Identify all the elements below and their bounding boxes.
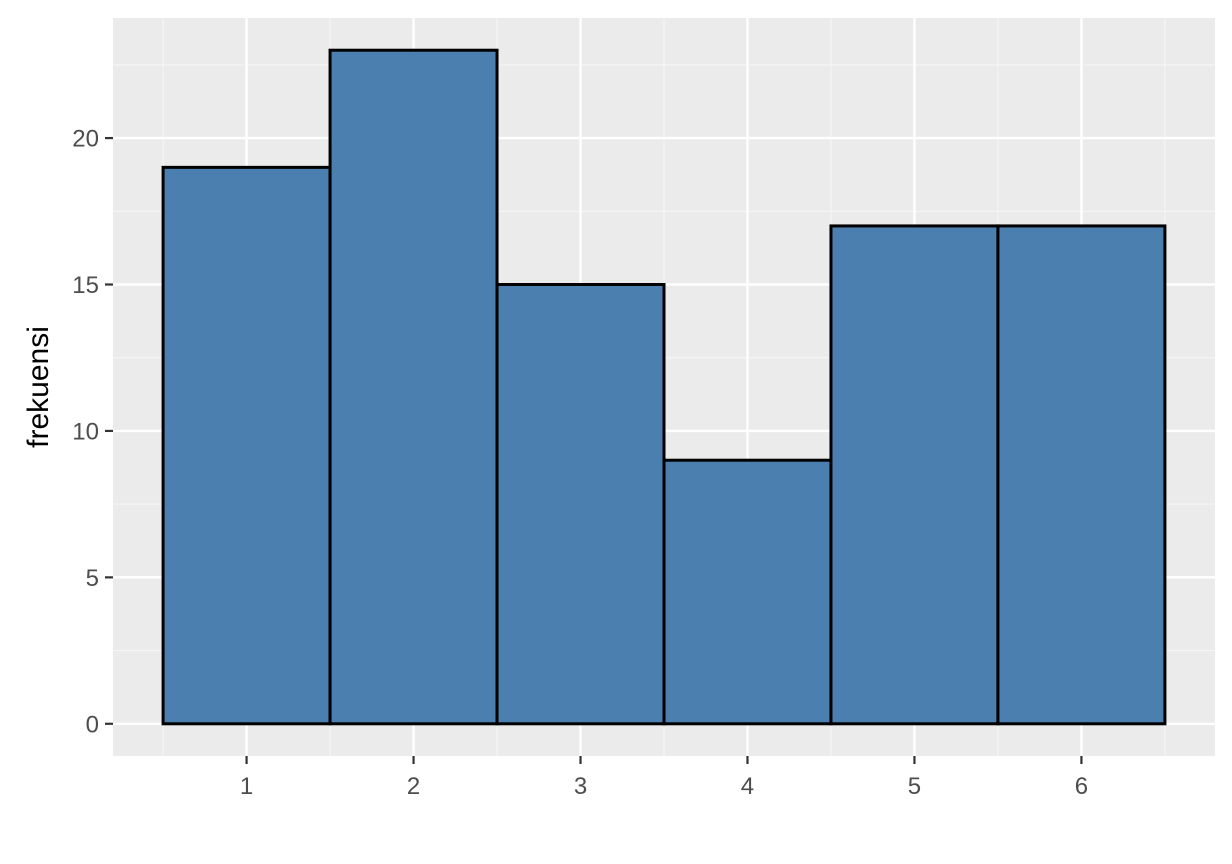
y-tick-label: 20 [72,126,99,153]
bar-6 [996,224,1167,726]
x-tick-label: 1 [240,773,253,800]
x-tick-label: 4 [741,773,754,800]
bars [161,48,1167,726]
bar-1 [161,165,332,726]
x-tick-label: 3 [574,773,587,800]
x-axis: 1 2 3 4 5 6 [240,756,1088,800]
bar-3 [495,283,666,726]
y-tick-label: 10 [72,418,99,445]
x-tick-label: 5 [908,773,921,800]
y-tick-label: 15 [72,272,99,299]
x-tick-label: 2 [407,773,420,800]
bar-2 [328,48,499,726]
x-tick-label: 6 [1075,773,1088,800]
bar-4 [662,458,833,726]
bar-5 [829,224,1000,726]
y-axis-title: frekuensi [22,326,55,448]
y-axis: 0 5 10 15 20 [72,126,113,738]
y-tick-label: 5 [86,565,99,592]
y-tick-label: 0 [86,711,99,738]
